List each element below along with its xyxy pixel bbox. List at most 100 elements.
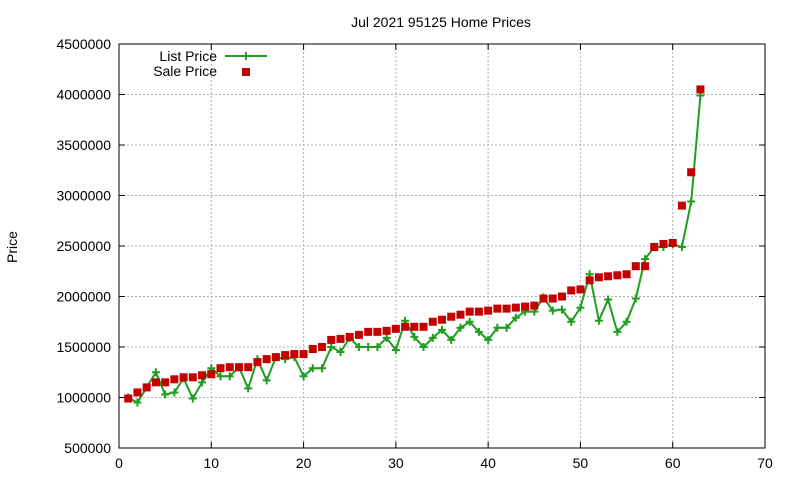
point-sale-price: [225, 363, 234, 372]
point-list-price: [511, 313, 520, 322]
point-list-price: [613, 327, 622, 336]
point-list-price: [438, 325, 446, 334]
point-sale-price: [188, 373, 197, 382]
point-sale-price: [484, 306, 493, 315]
x-axis-ticks: 0 10 20 30 40 50 60 70: [115, 44, 773, 471]
point-sale-price: [216, 364, 225, 373]
legend-marker-list-price: [242, 52, 250, 60]
point-list-price: [641, 255, 650, 264]
point-sale-price: [327, 335, 336, 344]
point-sale-price: [281, 351, 290, 360]
point-sale-price: [447, 312, 456, 321]
point-list-price: [151, 368, 160, 377]
point-sale-price: [244, 363, 253, 372]
y-axis-ticks: 500000 1000000 1500000 2000000 2500000 300000…: [56, 36, 765, 456]
point-list-price: [198, 378, 207, 387]
line-list-price: [127, 95, 702, 404]
point-sale-price: [142, 383, 151, 392]
point-sale-price: [151, 378, 160, 387]
y-tick-label: 1500000: [56, 339, 111, 355]
y-tick-label: 4000000: [56, 87, 111, 103]
legend-label-sale-price: Sale Price: [153, 63, 217, 79]
x-tick-label: 60: [665, 455, 681, 471]
point-list-price: [474, 327, 483, 336]
point-sale-price: [133, 388, 142, 397]
legend: List Price Sale Price: [153, 48, 267, 79]
point-sale-price: [604, 272, 613, 281]
point-list-price: [631, 294, 640, 303]
point-sale-price: [539, 294, 548, 303]
point-sale-price: [659, 239, 668, 248]
point-list-price: [548, 306, 557, 315]
point-sale-price: [557, 292, 566, 301]
point-sale-price: [502, 304, 511, 313]
point-sale-price: [410, 322, 419, 331]
point-sale-price: [696, 85, 705, 94]
point-sale-price: [308, 345, 317, 354]
point-list-price: [419, 343, 428, 351]
y-axis-label: Price: [4, 231, 20, 263]
point-sale-price: [631, 262, 640, 271]
point-sale-price: [613, 271, 622, 280]
y-tick-label: 4500000: [56, 36, 111, 52]
point-sale-price: [585, 276, 594, 285]
legend-marker-sale-price: [242, 68, 250, 76]
point-sale-price: [493, 304, 502, 313]
point-sale-price: [170, 375, 179, 384]
point-sale-price: [511, 303, 520, 312]
point-list-price: [465, 317, 474, 326]
point-sale-price: [474, 307, 483, 316]
x-tick-label: 30: [388, 455, 404, 471]
point-sale-price: [336, 334, 345, 343]
point-list-price: [318, 364, 327, 373]
point-list-price: [557, 305, 566, 314]
point-sale-price: [401, 322, 410, 331]
point-sale-price: [364, 327, 373, 336]
point-sale-price: [262, 355, 271, 364]
point-list-price: [604, 295, 613, 304]
point-sale-price: [271, 353, 280, 362]
point-list-price: [170, 388, 179, 397]
point-sale-price: [382, 326, 391, 335]
point-sale-price: [687, 168, 696, 177]
point-list-price: [308, 364, 317, 373]
point-sale-price: [391, 324, 400, 333]
point-list-price: [567, 317, 576, 326]
point-list-price: [364, 343, 373, 351]
x-tick-label: 0: [115, 455, 123, 471]
x-tick-label: 20: [296, 455, 312, 471]
point-sale-price: [179, 373, 188, 382]
plot-frame: [118, 43, 766, 449]
series-sale-price: [124, 85, 705, 403]
point-sale-price: [419, 322, 428, 331]
point-list-price: [687, 197, 696, 206]
point-sale-price: [373, 327, 382, 336]
point-sale-price: [428, 317, 437, 326]
point-list-price: [244, 384, 253, 393]
point-sale-price: [124, 394, 133, 403]
point-sale-price: [465, 307, 474, 316]
legend-label-list-price: List Price: [159, 48, 217, 64]
point-list-price: [225, 372, 234, 381]
chart-title: Jul 2021 95125 Home Prices: [351, 14, 531, 30]
point-sale-price: [622, 270, 631, 279]
point-sale-price: [318, 343, 327, 351]
x-tick-label: 50: [573, 455, 589, 471]
y-tick-label: 2000000: [56, 289, 111, 305]
point-sale-price: [530, 301, 539, 310]
point-list-price: [354, 343, 363, 351]
point-list-price: [327, 343, 336, 351]
point-sale-price: [650, 243, 659, 252]
y-tick-label: 500000: [64, 440, 111, 456]
point-sale-price: [354, 330, 363, 339]
point-sale-price: [576, 285, 585, 294]
point-sale-price: [253, 358, 262, 367]
point-list-price: [484, 335, 493, 344]
point-list-price: [410, 332, 419, 341]
point-sale-price: [677, 201, 686, 210]
point-list-price: [622, 317, 631, 326]
point-sale-price: [438, 315, 446, 324]
y-tick-label: 3500000: [56, 137, 111, 153]
point-list-price: [594, 316, 603, 325]
